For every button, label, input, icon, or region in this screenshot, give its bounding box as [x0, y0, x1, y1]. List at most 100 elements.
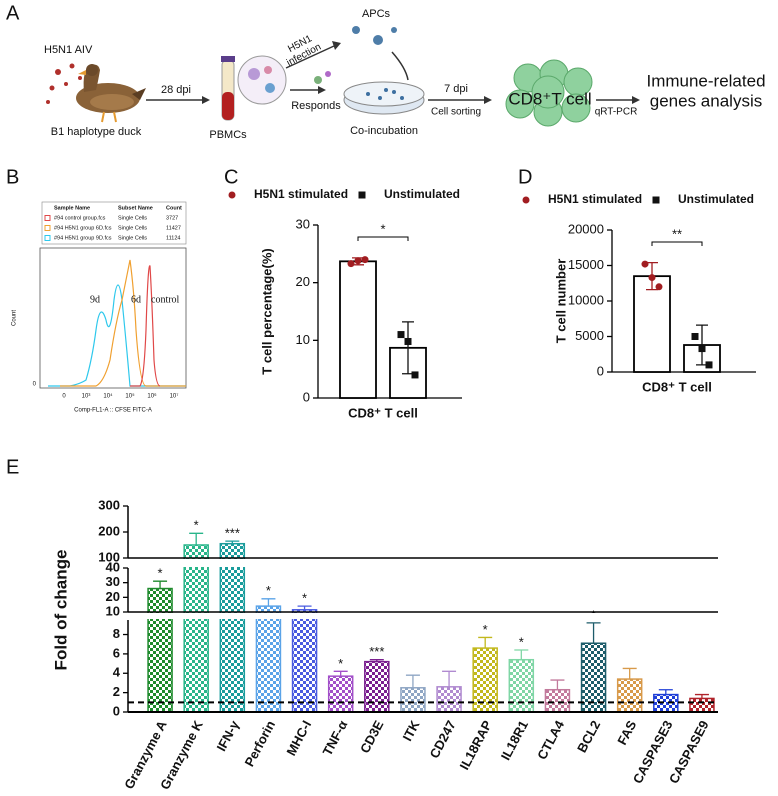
- table-cell: 11427: [166, 225, 181, 231]
- tick-label: 10⁶: [147, 393, 157, 400]
- error-bar: [442, 670, 457, 687]
- x-tick-label: TNF-α: [319, 718, 350, 758]
- bar: [364, 660, 390, 713]
- x-tick-label: CD3E: [357, 718, 387, 756]
- bar: [147, 587, 173, 713]
- bar: [689, 697, 715, 713]
- x-tick-label: IL18RAP: [457, 718, 495, 773]
- error-bar: [550, 679, 565, 690]
- legend-label: H5N1 stimulated: [254, 187, 348, 201]
- y-tick-label: 8: [113, 626, 120, 641]
- y-tick-label: 0: [113, 703, 120, 718]
- legend-marker: [358, 191, 366, 199]
- cell: [314, 76, 322, 84]
- y-tick-label: 20: [296, 274, 310, 289]
- curve-label: control: [151, 294, 180, 305]
- table-header: Count: [166, 205, 182, 211]
- y-tick-label: 15000: [568, 257, 604, 272]
- y-tick-label: 0: [597, 363, 604, 378]
- arrowhead: [202, 96, 210, 104]
- label: B1 haplotype duck: [51, 126, 142, 138]
- tick-label: 10⁷: [170, 393, 179, 400]
- panel-label: A: [6, 2, 20, 24]
- table-header: Subset Name: [118, 205, 153, 211]
- label: genes analysis: [650, 91, 762, 110]
- y-tick-label: 300: [98, 497, 120, 512]
- x-tick-label: FAS: [614, 718, 639, 748]
- error-bar: [333, 670, 348, 677]
- significance-label: ***: [369, 644, 384, 659]
- plot-frame: [39, 247, 187, 389]
- x-tick-label: Perforin: [241, 718, 278, 769]
- bar: [508, 658, 535, 713]
- arrowhead: [632, 96, 640, 104]
- arrowhead: [332, 41, 341, 50]
- curve-6d: [60, 259, 186, 387]
- tick-label: 10⁴: [103, 393, 113, 400]
- error-bar: [694, 693, 709, 699]
- label: Responds: [291, 100, 341, 112]
- cd8-cluster: [505, 59, 593, 127]
- data-point: [347, 260, 355, 268]
- y-axis-label: T cell percentage(%): [259, 248, 274, 374]
- bar: [400, 687, 426, 713]
- cell: [264, 66, 272, 74]
- significance-label: *: [194, 518, 199, 533]
- legend-marker: [652, 196, 660, 204]
- label: 28 dpi: [161, 84, 191, 96]
- error-bar: [405, 674, 420, 688]
- x-tick-label: IFN-γ: [213, 717, 242, 753]
- y-tick-label: 10000: [568, 292, 604, 307]
- tick-label: 0: [62, 394, 66, 400]
- x-tick-label: CD247: [427, 718, 459, 761]
- arrow: [285, 45, 335, 69]
- error-bar: [514, 649, 529, 660]
- data-point: [361, 256, 369, 264]
- table-frame: [41, 201, 187, 245]
- panel-label: D: [518, 166, 532, 188]
- curve-label: 9d: [90, 294, 100, 305]
- curve-9d: [48, 284, 186, 387]
- x-tick-label: BCL2: [574, 718, 603, 755]
- cell: [265, 83, 275, 93]
- bar: [616, 678, 643, 713]
- legend-label: H5N1 stimulated: [548, 192, 642, 206]
- cell: [248, 68, 260, 80]
- y-tick-label: 30: [106, 574, 120, 589]
- table-cell: 11124: [166, 235, 180, 241]
- error-bar: [658, 689, 673, 695]
- bar: [436, 686, 462, 713]
- table-cell: #94 H5N1 group 9D.fcs: [54, 235, 112, 241]
- significance-label: *: [302, 591, 307, 606]
- panel-label: B: [6, 166, 19, 188]
- y-tick-label: 20: [106, 589, 120, 604]
- error-bar: [622, 667, 637, 680]
- bar: [255, 605, 282, 713]
- bar: [339, 260, 377, 399]
- significance-label: *: [266, 583, 271, 598]
- error-bar: [478, 636, 493, 649]
- error-bar: [369, 659, 384, 662]
- significance-label: **: [672, 226, 682, 241]
- data-point: [641, 260, 649, 268]
- axis-gap: [126, 559, 720, 567]
- data-point: [411, 371, 419, 379]
- label: PBMCs: [209, 129, 247, 141]
- y-tick-label: 200: [98, 523, 120, 538]
- tube-icon: [221, 56, 235, 121]
- data-point: [354, 257, 362, 265]
- cell-view: [237, 55, 287, 105]
- bar: [291, 609, 318, 713]
- arrow: [391, 51, 409, 81]
- axis-label: Comp-FL1-A :: CFSE FITC-A: [74, 408, 152, 414]
- charts: Sample Name Subset Name Count #94 control g…: [44, 187, 756, 792]
- table-cell: Single Cells: [118, 235, 147, 241]
- dish-icon: [343, 81, 425, 107]
- y-tick-label: 10: [296, 332, 310, 347]
- curve-label: 6d: [131, 294, 141, 305]
- axis-gap: [126, 613, 720, 619]
- bar: [219, 542, 246, 713]
- significance-label: *: [158, 566, 163, 581]
- x-tick-label: CTLA4: [534, 717, 567, 762]
- y-axis-label: Fold of change: [51, 550, 70, 671]
